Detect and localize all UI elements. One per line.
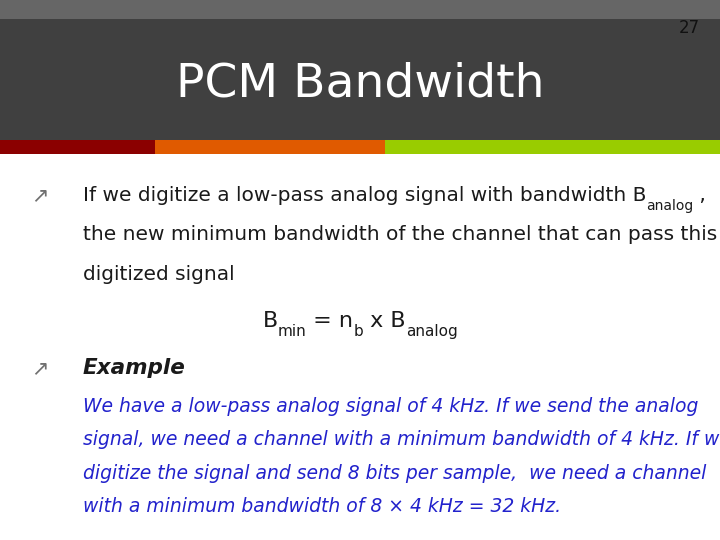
Text: signal, we need a channel with a minimum bandwidth of 4 kHz. If we: signal, we need a channel with a minimum… — [83, 430, 720, 449]
Text: = n: = n — [307, 311, 354, 332]
Text: min: min — [278, 323, 307, 339]
Text: 27: 27 — [679, 19, 700, 37]
Text: PCM Bandwidth: PCM Bandwidth — [176, 61, 544, 106]
Text: the new minimum bandwidth of the channel that can pass this: the new minimum bandwidth of the channel… — [83, 225, 717, 245]
Text: with a minimum bandwidth of 8 × 4 kHz = 32 kHz.: with a minimum bandwidth of 8 × 4 kHz = … — [83, 497, 561, 516]
Text: x B: x B — [363, 311, 406, 332]
Bar — [0, 0, 720, 24]
Text: B: B — [262, 311, 278, 332]
Text: ,: , — [693, 186, 706, 205]
Text: digitized signal: digitized signal — [83, 265, 235, 284]
Text: analog: analog — [646, 199, 693, 213]
Text: digitize the signal and send 8 bits per sample,  we need a channel: digitize the signal and send 8 bits per … — [83, 463, 706, 483]
Text: We have a low-pass analog signal of 4 kHz. If we send the analog: We have a low-pass analog signal of 4 kH… — [83, 396, 698, 416]
Text: If we digitize a low-pass analog signal with bandwidth B: If we digitize a low-pass analog signal … — [83, 186, 646, 205]
Bar — [0, 19, 720, 151]
Text: b: b — [354, 323, 363, 339]
Bar — [0, 140, 155, 154]
Bar — [385, 140, 720, 154]
Bar — [155, 140, 385, 154]
Text: ↗: ↗ — [31, 358, 48, 379]
Text: ↗: ↗ — [31, 185, 48, 206]
Text: Example: Example — [83, 358, 186, 379]
Text: analog: analog — [406, 323, 458, 339]
